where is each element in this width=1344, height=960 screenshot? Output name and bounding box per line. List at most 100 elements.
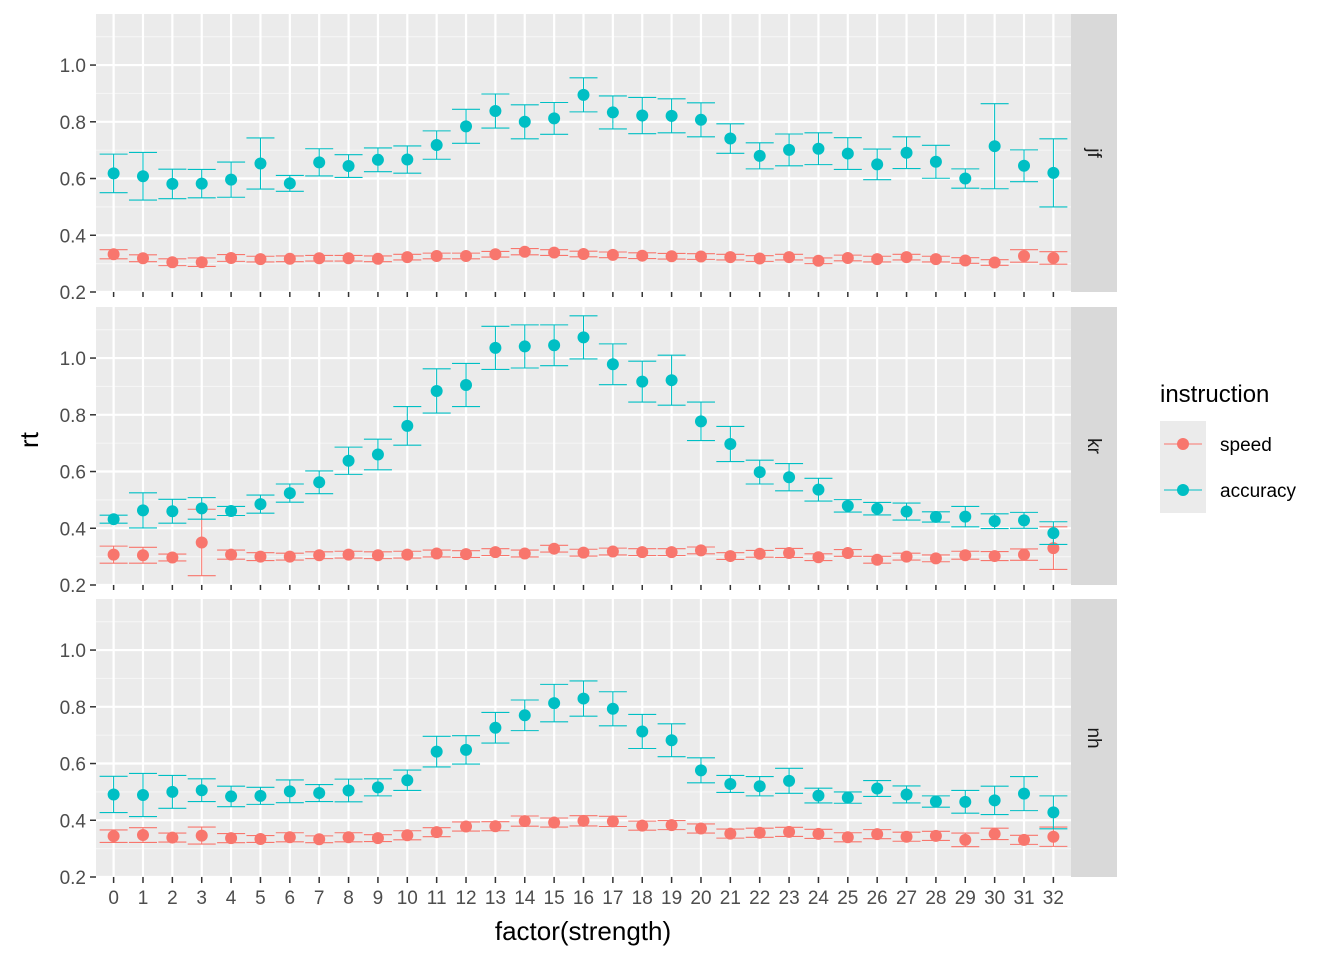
accuracy-point xyxy=(871,782,884,795)
speed-point xyxy=(959,254,972,267)
speed-point xyxy=(606,815,619,828)
speed-point xyxy=(636,819,649,832)
accuracy-point xyxy=(283,487,296,500)
speed-point xyxy=(225,251,238,264)
accuracy-point xyxy=(107,167,120,180)
x-tick-label: 32 xyxy=(1043,888,1064,909)
speed-point xyxy=(342,252,355,265)
y-tick-label: 0.8 xyxy=(60,113,86,134)
speed-point xyxy=(665,250,678,263)
accuracy-point xyxy=(959,172,972,185)
accuracy-point xyxy=(548,112,561,125)
x-tick-label: 30 xyxy=(984,888,1005,909)
y-tick-label: 0.6 xyxy=(60,170,86,191)
speed-point xyxy=(724,550,737,563)
y-tick-label: 0.2 xyxy=(60,868,86,889)
speed-point xyxy=(430,249,443,262)
y-axis-title: rt xyxy=(14,431,44,448)
x-tick-label: 13 xyxy=(485,888,506,909)
x-tick-label: 2 xyxy=(167,888,178,909)
y-tick-label: 1.0 xyxy=(60,641,86,662)
accuracy-point xyxy=(401,153,414,166)
accuracy-point xyxy=(694,764,707,777)
accuracy-point xyxy=(313,156,326,169)
speed-point xyxy=(871,828,884,841)
speed-point xyxy=(900,550,913,563)
speed-point xyxy=(460,820,473,833)
x-tick-label: 28 xyxy=(925,888,946,909)
y-tick-label: 0.2 xyxy=(60,576,86,597)
accuracy-point xyxy=(254,498,267,511)
speed-point xyxy=(166,256,179,269)
y-tick-label: 0.4 xyxy=(60,811,87,832)
accuracy-point xyxy=(1047,806,1060,819)
accuracy-point xyxy=(783,471,796,484)
speed-point xyxy=(812,827,825,840)
speed-point xyxy=(136,549,149,562)
facet-strip xyxy=(1071,599,1117,877)
accuracy-point xyxy=(1018,159,1031,172)
accuracy-point xyxy=(225,173,238,186)
x-tick-label: 15 xyxy=(544,888,565,909)
x-tick-label: 11 xyxy=(427,888,447,909)
speed-point xyxy=(577,546,590,559)
x-tick-label: 8 xyxy=(343,888,354,909)
y-tick-label: 1.0 xyxy=(60,56,86,77)
speed-point xyxy=(548,542,561,555)
facet-strip xyxy=(1071,14,1117,292)
speed-point xyxy=(107,830,120,843)
accuracy-point xyxy=(166,177,179,190)
x-tick-label: 5 xyxy=(255,888,266,909)
legend-title: instruction xyxy=(1160,381,1269,408)
speed-point xyxy=(254,253,267,266)
accuracy-point xyxy=(841,791,854,804)
speed-point xyxy=(636,249,649,262)
speed-point xyxy=(724,827,737,840)
y-tick-label: 0.8 xyxy=(60,698,86,719)
facet-strip xyxy=(1071,307,1117,585)
accuracy-point xyxy=(753,149,766,162)
accuracy-point xyxy=(166,785,179,798)
y-tick-label: 0.6 xyxy=(60,755,86,776)
speed-point xyxy=(753,547,766,560)
speed-point xyxy=(254,550,267,563)
accuracy-point xyxy=(342,454,355,467)
accuracy-point xyxy=(959,795,972,808)
y-tick-label: 0.4 xyxy=(60,226,87,247)
x-tick-label: 3 xyxy=(196,888,207,909)
accuracy-point xyxy=(460,120,473,133)
speed-point xyxy=(548,246,561,259)
speed-point xyxy=(371,252,384,265)
accuracy-point xyxy=(783,143,796,156)
speed-point xyxy=(841,831,854,844)
speed-point xyxy=(283,831,296,844)
x-tick-label: 17 xyxy=(602,888,623,909)
accuracy-point xyxy=(371,781,384,794)
x-tick-label: 10 xyxy=(397,888,418,909)
x-tick-label: 22 xyxy=(749,888,770,909)
speed-point xyxy=(871,553,884,566)
speed-point xyxy=(460,249,473,262)
accuracy-point xyxy=(577,88,590,101)
accuracy-point xyxy=(489,105,502,118)
facet-panel-nh: 0.2 0.4 0.6 0.8 1.0 nh xyxy=(60,599,1117,889)
x-tick-label: 31 xyxy=(1013,888,1034,909)
x-tick-label: 24 xyxy=(808,888,830,909)
speed-point xyxy=(371,549,384,562)
y-tick-label: 0.4 xyxy=(60,519,87,540)
speed-point xyxy=(254,832,267,845)
accuracy-point xyxy=(665,109,678,122)
accuracy-point xyxy=(489,721,502,734)
speed-point xyxy=(929,829,942,842)
speed-point xyxy=(929,253,942,266)
accuracy-point xyxy=(1047,527,1060,540)
x-tick-label: 18 xyxy=(632,888,653,909)
accuracy-point xyxy=(606,358,619,371)
speed-point xyxy=(988,827,1001,840)
speed-point xyxy=(225,548,238,561)
x-tick-label: 29 xyxy=(955,888,976,909)
x-axis-title: factor(strength) xyxy=(495,916,671,946)
accuracy-point xyxy=(636,375,649,388)
accuracy-point xyxy=(900,788,913,801)
